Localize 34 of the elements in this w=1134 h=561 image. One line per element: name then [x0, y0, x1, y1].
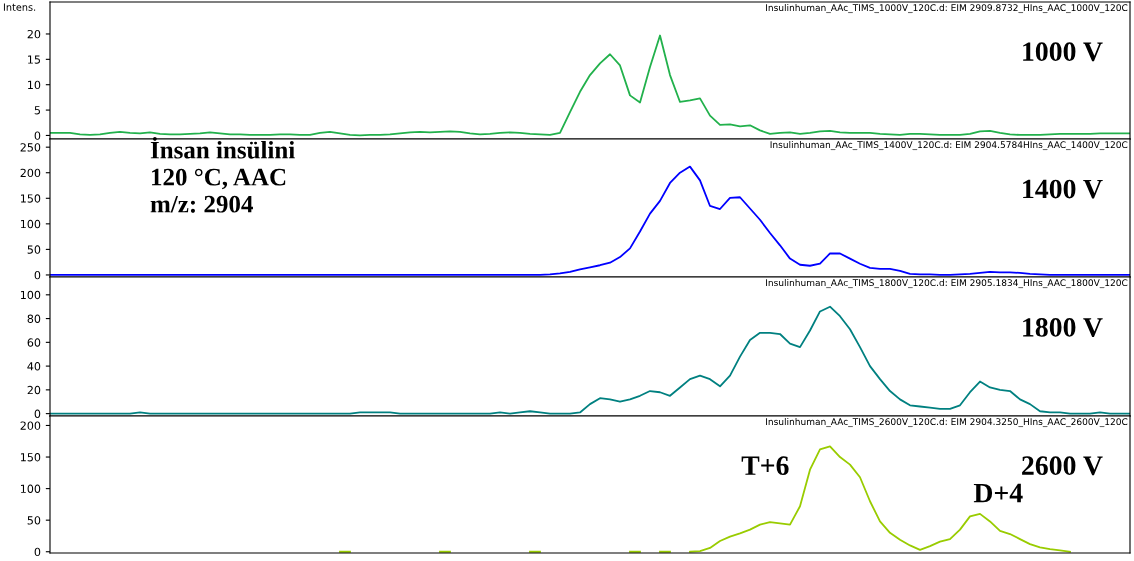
y-tick-label: 100: [20, 290, 41, 300]
y-tick-label: 200: [20, 168, 41, 178]
chart-subtitle: Insulinhuman_AAc_TIMS_1400V_120C.d: EIM 2904.5784HIns_AAC_1400V_120C: [770, 141, 1128, 151]
y-tick-label: 100: [20, 219, 41, 229]
annotation: T+6: [741, 456, 789, 476]
chart-subtitle: Insulinhuman_AAc_TIMS_1000V_120C.d: EIM 2909.8732_HIns_AAC_1000V_120C: [766, 4, 1128, 14]
text: 1800 V: [1023, 318, 1103, 337]
y-tick-label: 80: [27, 314, 41, 323]
y-tick-label: 150: [20, 453, 41, 462]
y-tick-label: 50: [27, 245, 41, 254]
y-tick-label: 15: [28, 55, 40, 64]
y-tick-label: 20: [27, 385, 41, 395]
y-tick-label: 50: [27, 516, 41, 525]
text: 2600 V: [1022, 456, 1103, 476]
y-tick-label: 5: [34, 106, 40, 115]
y-tick-label: 10: [28, 80, 41, 90]
y-tick-label: 60: [27, 338, 41, 347]
y-tick-label: 0: [34, 270, 41, 280]
chart-subtitle: Insulinhuman_AAc_TIMS_2600V_120C.d: EIM 2904.3250_HIns_AAC_2600V_120C: [766, 418, 1128, 428]
text: 1400 V: [1023, 179, 1103, 199]
y-tick-label: 20: [27, 29, 41, 39]
chart-subtitle: Insulinhuman_AAc_TIMS_1800V_120C.d: EIM 2905.1834_HIns_AAC_1800V_120C: [766, 279, 1128, 289]
annotation: D+4: [973, 483, 1023, 503]
y-tick-label: 0: [34, 409, 41, 418]
y-tick-label: 100: [20, 484, 41, 493]
text: 1000 V: [1023, 42, 1103, 62]
y-tick-label: 200: [20, 421, 41, 430]
annotation: İnsan insülini 120 °C, AAC m/z: 2904: [150, 137, 295, 213]
y-tick-label: 150: [20, 194, 41, 203]
y-axis-title: Intens.: [3, 3, 36, 11]
y-tick-label: 0: [34, 131, 41, 140]
y-tick-label: 0: [34, 547, 41, 557]
y-tick-label: 40: [27, 362, 41, 371]
y-tick-label: 250: [20, 143, 41, 152]
